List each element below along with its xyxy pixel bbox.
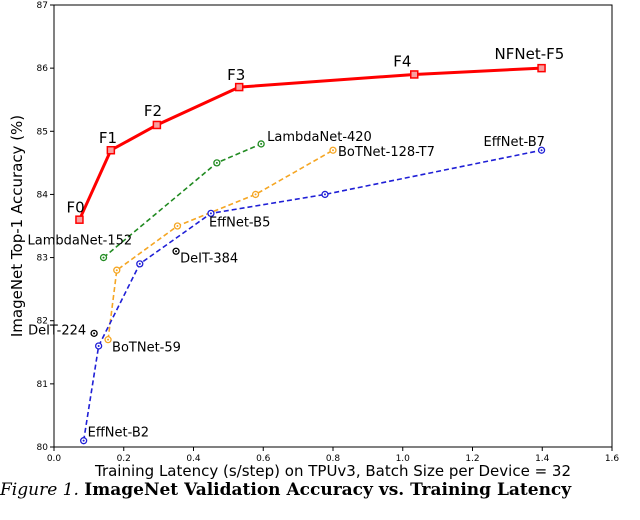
y-tick-label: 87 xyxy=(37,1,48,11)
y-axis-label: ImageNet Top-1 Accuracy (%) xyxy=(8,115,26,337)
data-point-center xyxy=(175,250,178,253)
x-tick-label: 1.2 xyxy=(465,454,479,464)
data-point xyxy=(152,120,162,130)
data-label: F3 xyxy=(227,66,245,84)
caption-figure-label: Figure 1. xyxy=(0,480,79,500)
data-point-center xyxy=(102,256,105,259)
data-point-center xyxy=(107,338,110,341)
series-line xyxy=(78,66,542,221)
data-point-center xyxy=(97,344,100,347)
data-label: F4 xyxy=(393,52,411,70)
x-tick-label: 1.4 xyxy=(535,454,550,464)
data-label: F1 xyxy=(99,129,117,147)
data-label: EffNet-B7 xyxy=(484,135,545,150)
series-line xyxy=(82,149,542,441)
x-axis-label: Training Latency (s/step) on TPUv3, Batc… xyxy=(94,462,571,480)
y-tick-label: 83 xyxy=(37,254,48,264)
data-point-center xyxy=(254,193,257,196)
x-tick-label: 1.0 xyxy=(396,454,411,464)
plot-area xyxy=(53,4,613,448)
series-0 xyxy=(75,63,546,224)
data-point-center xyxy=(93,332,96,335)
y-tick-label: 81 xyxy=(37,380,48,390)
y-axis-ticks: 80 81 82 83 84 85 86 87 xyxy=(37,1,54,453)
series-line xyxy=(107,149,334,340)
data-point-center xyxy=(260,142,263,145)
x-tick-label: 1.6 xyxy=(605,454,620,464)
data-label: EffNet-B5 xyxy=(209,215,270,230)
caption-title: ImageNet Validation Accuracy vs. Trainin… xyxy=(84,480,572,500)
x-tick-label: 0.2 xyxy=(117,454,131,464)
data-point-center xyxy=(209,212,212,215)
series-2 xyxy=(104,146,337,344)
series-4 xyxy=(90,247,180,337)
figure-caption: Figure 1. ImageNet Validation Accuracy v… xyxy=(0,480,640,500)
data-point xyxy=(106,145,116,155)
y-tick-label: 82 xyxy=(37,317,48,327)
x-tick-label: 0.6 xyxy=(256,454,271,464)
data-label: LambdaNet-420 xyxy=(267,130,372,145)
y-tick-label: 80 xyxy=(37,443,49,453)
data-label: EffNet-B2 xyxy=(88,426,149,441)
y-tick-label: 85 xyxy=(37,127,48,137)
data-point xyxy=(410,70,419,79)
data-point-center xyxy=(215,161,218,164)
data-label: BoTNet-128-T7 xyxy=(338,145,435,160)
series-3 xyxy=(79,146,546,445)
data-point-center xyxy=(138,262,141,265)
x-tick-label: 0.0 xyxy=(47,454,62,464)
chart: 0.0 0.2 0.4 0.6 0.8 1.0 1.2 1.4 1.6 80 81 82 83 84 85… xyxy=(8,1,620,480)
data-point xyxy=(75,215,84,224)
data-point-center xyxy=(323,193,326,196)
data-point-center xyxy=(115,269,118,272)
y-tick-label: 84 xyxy=(37,190,49,200)
data-label: LambdaNet-152 xyxy=(28,234,133,249)
data-point xyxy=(234,82,244,92)
data-label: DeIT-384 xyxy=(180,251,238,266)
x-tick-label: 0.4 xyxy=(186,454,201,464)
data-label: BoTNet-59 xyxy=(112,341,181,356)
data-point-center xyxy=(176,225,179,227)
data-label: DeIT-224 xyxy=(28,323,86,338)
data-label: F0 xyxy=(66,199,84,217)
data-point-center xyxy=(82,439,85,442)
x-axis-ticks: 0.0 0.2 0.4 0.6 0.8 1.0 1.2 1.4 1.6 xyxy=(47,447,620,464)
label-layer: F0 F1 F2 F3 F4 NFNet-F5 LambdaNet-152 LambdaNet… xyxy=(28,45,565,441)
series-layer xyxy=(75,63,546,445)
data-point-center xyxy=(332,149,334,152)
y-tick-label: 86 xyxy=(37,64,49,74)
data-point-center xyxy=(540,149,543,152)
x-tick-label: 0.8 xyxy=(326,454,341,464)
data-label: F2 xyxy=(144,102,162,120)
data-label: NFNet-F5 xyxy=(495,45,565,63)
data-point xyxy=(537,63,546,73)
series-1 xyxy=(99,140,265,262)
